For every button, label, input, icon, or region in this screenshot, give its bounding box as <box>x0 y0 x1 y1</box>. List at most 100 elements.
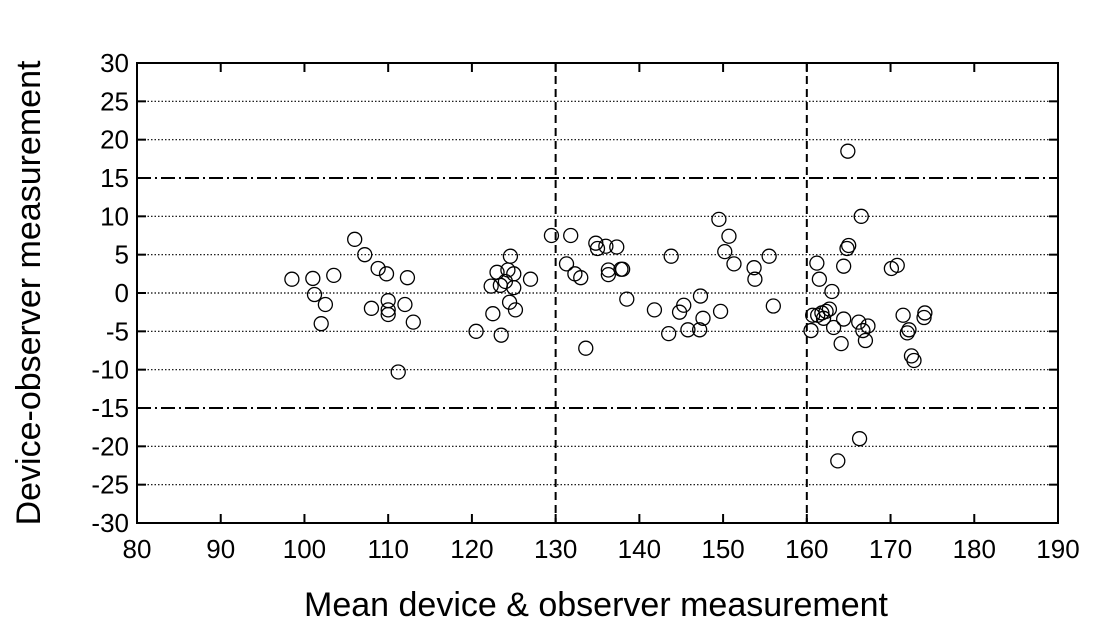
data-point <box>857 332 874 349</box>
y-tick-label: 10 <box>100 201 129 231</box>
data-point <box>506 279 522 296</box>
x-tick-label: 140 <box>618 534 661 564</box>
data-point <box>726 256 742 272</box>
data-point <box>614 261 631 277</box>
data-point <box>501 294 518 310</box>
data-point <box>916 309 932 326</box>
data-point <box>313 316 329 332</box>
data-point <box>347 231 363 247</box>
data-point <box>809 255 825 271</box>
data-point <box>841 237 857 254</box>
data-point <box>747 271 763 287</box>
data-point <box>889 257 905 274</box>
data-point <box>899 325 915 341</box>
data-point <box>855 322 871 339</box>
x-tick-label: 130 <box>534 534 577 564</box>
data-point <box>563 227 579 244</box>
data-point <box>326 267 342 284</box>
data-point <box>901 322 917 338</box>
data-point <box>661 325 677 342</box>
data-point <box>761 248 777 264</box>
data-point <box>578 340 594 356</box>
data-point <box>680 322 696 338</box>
x-ticks <box>136 63 1059 523</box>
y-tick-label: -20 <box>91 431 129 461</box>
x-axis-title: Mean device & observer measurement <box>304 586 888 624</box>
x-tick-label: 150 <box>701 534 744 564</box>
grid-lines <box>137 100 1058 486</box>
x-tick-label: 90 <box>206 534 235 564</box>
data-point <box>370 260 386 277</box>
data-point <box>598 238 614 254</box>
data-point <box>824 283 840 300</box>
x-tick-label: 100 <box>283 534 326 564</box>
x-tick-label: 160 <box>785 534 828 564</box>
data-point <box>543 227 560 244</box>
data-point <box>860 318 876 334</box>
data-point <box>405 314 421 330</box>
data-point <box>497 273 514 290</box>
data-point <box>380 306 396 323</box>
data-point <box>399 270 416 286</box>
data-point <box>284 271 300 287</box>
data-point <box>397 296 413 313</box>
y-axis-title: Device-observer measurement <box>10 60 48 525</box>
data-point <box>691 322 708 338</box>
data-point <box>609 239 625 255</box>
data-point <box>363 300 380 316</box>
y-tick-label: -25 <box>91 470 129 500</box>
x-tick-label: 190 <box>1036 534 1079 564</box>
data-point <box>825 319 842 336</box>
x-tick-label: 180 <box>953 534 996 564</box>
data-point <box>717 243 733 260</box>
data-point <box>306 286 323 303</box>
data-point <box>695 310 711 326</box>
y-tick-label: -10 <box>91 355 129 385</box>
y-tick-label: 25 <box>100 86 129 116</box>
data-point <box>765 298 781 314</box>
data-point <box>821 301 838 317</box>
data-point <box>839 240 855 257</box>
y-tick-label: 5 <box>115 240 129 270</box>
data-point <box>712 303 729 320</box>
data-point <box>317 296 334 313</box>
data-point <box>676 297 692 313</box>
data-point <box>390 364 406 380</box>
x-tick-label: 170 <box>869 534 912 564</box>
data-point <box>692 288 709 304</box>
data-point <box>803 322 819 339</box>
data-point <box>380 302 396 318</box>
data-point <box>746 260 762 276</box>
data-point <box>492 277 509 293</box>
data-point <box>906 352 922 369</box>
y-tick-label: -5 <box>106 316 129 346</box>
data-point <box>522 271 539 287</box>
data-point <box>840 143 856 159</box>
data-point <box>573 270 589 286</box>
y-tick-label: 0 <box>115 278 129 308</box>
x-tick-label: 80 <box>123 534 152 564</box>
data-point <box>895 307 911 323</box>
y-tick-label: -15 <box>91 393 129 423</box>
data-point <box>818 303 834 320</box>
data-point <box>851 314 867 330</box>
data-point <box>811 271 828 287</box>
plot-frame <box>136 62 1059 524</box>
data-point <box>502 248 519 264</box>
data-point <box>619 291 635 307</box>
data-point <box>483 278 499 294</box>
y-tick-label: 20 <box>100 125 129 155</box>
y-tick-label: -30 <box>91 508 129 538</box>
data-point <box>468 323 484 339</box>
data-point <box>851 431 868 447</box>
data-point <box>485 306 501 322</box>
data-point <box>917 305 933 321</box>
x-tick-label: 120 <box>450 534 493 564</box>
data-point <box>711 211 727 228</box>
data-point <box>600 266 617 283</box>
reference-lines <box>137 63 1058 523</box>
x-tick-labels: 80 90 100 110 120 130 140 150 160 170 180 190 <box>123 534 1080 564</box>
data-point <box>833 335 849 352</box>
y-tick-label: 15 <box>100 163 129 193</box>
data-point <box>558 256 575 272</box>
